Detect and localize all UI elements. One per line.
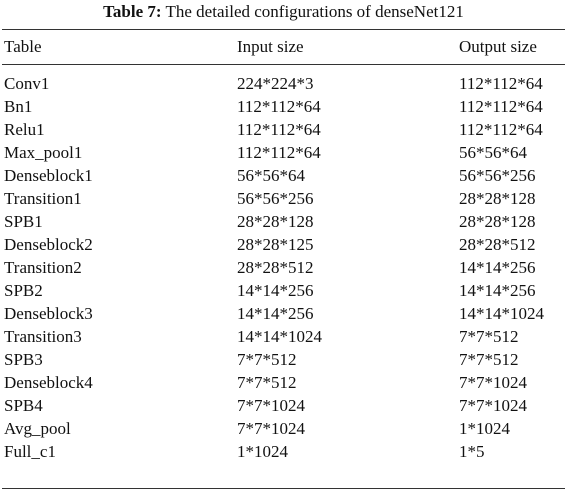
table-cell: 28*28*128 bbox=[237, 212, 314, 231]
table-cell: 112*112*64 bbox=[459, 74, 543, 93]
table-cell: 1*5 bbox=[459, 442, 485, 461]
table-cell: 56*56*256 bbox=[459, 166, 536, 185]
top-rule bbox=[2, 29, 565, 30]
table-cell: Transition3 bbox=[4, 327, 82, 346]
table-cell: 112*112*64 bbox=[459, 97, 543, 116]
table-cell: SPB4 bbox=[4, 396, 43, 415]
table-cell: 14*14*256 bbox=[237, 304, 314, 323]
table-cell: 7*7*1024 bbox=[459, 396, 527, 415]
table-cell: 7*7*1024 bbox=[237, 419, 305, 438]
table-cell: 7*7*512 bbox=[237, 350, 297, 369]
caption-label: Table 7: bbox=[103, 2, 162, 21]
caption-text: The detailed configurations of denseNet1… bbox=[165, 2, 464, 21]
table-cell: Transition2 bbox=[4, 258, 82, 277]
table-cell: Denseblock1 bbox=[4, 166, 93, 185]
table-cell: 28*28*512 bbox=[237, 258, 314, 277]
header-cell: Input size bbox=[237, 37, 304, 56]
table-cell: 112*112*64 bbox=[237, 97, 321, 116]
table-cell: 14*14*256 bbox=[237, 281, 314, 300]
table-cell: Denseblock3 bbox=[4, 304, 93, 323]
table-cell: SPB1 bbox=[4, 212, 43, 231]
table-cell: 14*14*256 bbox=[459, 258, 536, 277]
header-cell: Output size bbox=[459, 37, 537, 56]
table-cell: Denseblock2 bbox=[4, 235, 93, 254]
caption: Table 7: The detailed configurations of … bbox=[0, 2, 567, 22]
table-cell: Max_pool1 bbox=[4, 143, 83, 162]
table-cell: Conv1 bbox=[4, 74, 50, 93]
table-cell: SPB2 bbox=[4, 281, 43, 300]
table-cell: 224*224*3 bbox=[237, 74, 314, 93]
table-cell: SPB3 bbox=[4, 350, 43, 369]
table-cell: 112*112*64 bbox=[237, 143, 321, 162]
table-cell: Bn1 bbox=[4, 97, 33, 116]
table-cell: Denseblock4 bbox=[4, 373, 93, 392]
table-cell: Avg_pool bbox=[4, 419, 71, 438]
table-cell: 7*7*512 bbox=[459, 327, 519, 346]
table-cell: 14*14*256 bbox=[459, 281, 536, 300]
table-cell: 28*28*128 bbox=[459, 189, 536, 208]
table-cell: 28*28*125 bbox=[237, 235, 314, 254]
table-cell: 1*1024 bbox=[459, 419, 510, 438]
table-cell: 14*14*1024 bbox=[237, 327, 322, 346]
table-cell: 7*7*512 bbox=[459, 350, 519, 369]
bottom-rule bbox=[2, 488, 565, 489]
header-rule bbox=[2, 64, 565, 65]
table-cell: Transition1 bbox=[4, 189, 82, 208]
table-cell: Relu1 bbox=[4, 120, 45, 139]
table-cell: 56*56*256 bbox=[237, 189, 314, 208]
table-cell: 1*1024 bbox=[237, 442, 288, 461]
table-cell: 112*112*64 bbox=[459, 120, 543, 139]
table-cell: 14*14*1024 bbox=[459, 304, 544, 323]
table-cell: 56*56*64 bbox=[237, 166, 305, 185]
table-cell: 7*7*1024 bbox=[237, 396, 305, 415]
table-cell: 28*28*128 bbox=[459, 212, 536, 231]
header-cell: Table bbox=[4, 37, 42, 56]
table-cell: Full_c1 bbox=[4, 442, 56, 461]
table-cell: 56*56*64 bbox=[459, 143, 527, 162]
table-cell: 7*7*512 bbox=[237, 373, 297, 392]
table-cell: 7*7*1024 bbox=[459, 373, 527, 392]
table-cell: 112*112*64 bbox=[237, 120, 321, 139]
table-cell: 28*28*512 bbox=[459, 235, 536, 254]
